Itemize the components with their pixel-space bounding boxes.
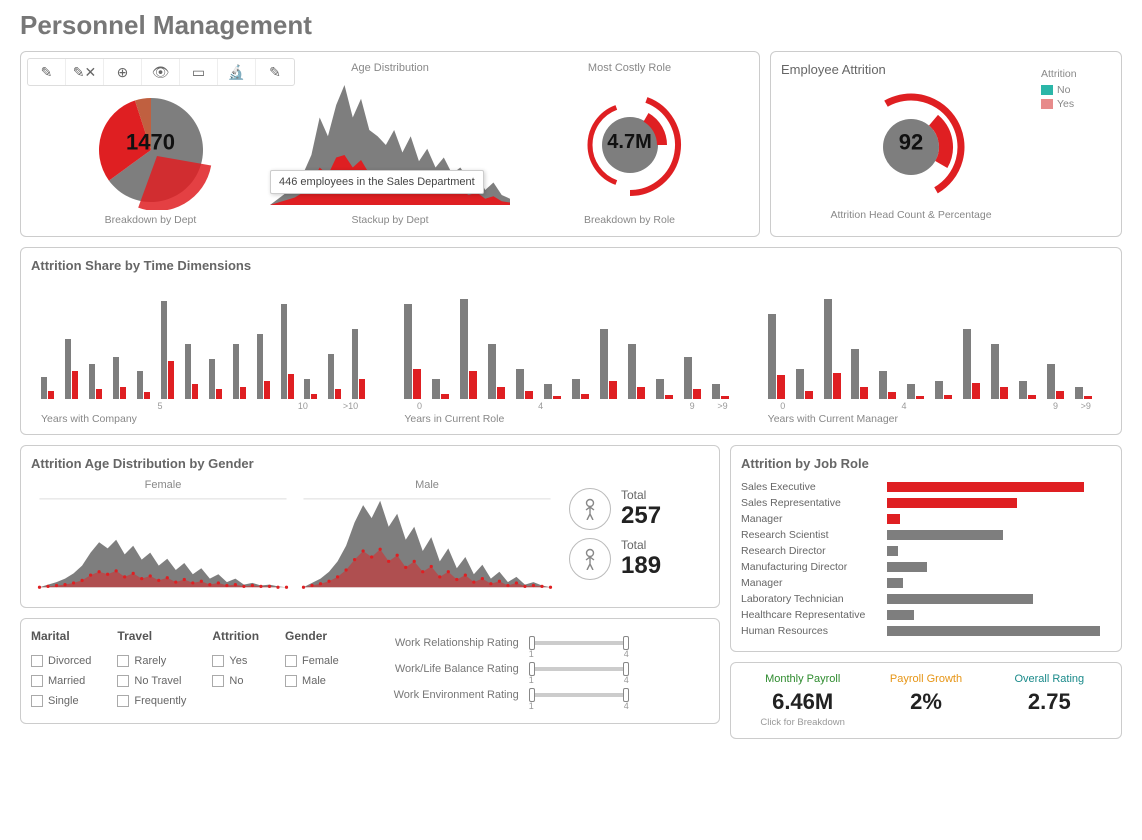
filter-option[interactable]: No Travel <box>117 675 186 687</box>
tool-btn-1[interactable]: ✎✕ <box>66 59 104 85</box>
filter-option[interactable]: Single <box>31 695 91 707</box>
jobrole-row[interactable]: Human Resources <box>741 625 1111 637</box>
checkbox-icon[interactable] <box>285 655 297 667</box>
rating-slider[interactable]: Work/Life Balance Rating14 <box>359 661 709 677</box>
filter-option[interactable]: Male <box>285 675 339 687</box>
filter-option[interactable]: Frequently <box>117 695 186 707</box>
tool-btn-4[interactable]: ▭ <box>180 59 218 85</box>
time-chart-label: Years in Current Role <box>404 413 737 425</box>
time-bar-chart[interactable] <box>41 289 374 399</box>
filter-option[interactable]: Yes <box>212 655 259 667</box>
male-area[interactable] <box>295 497 559 592</box>
time-chart-label: Years with Company <box>41 413 374 425</box>
jobrole-row[interactable]: Healthcare Representative <box>741 609 1111 621</box>
legend-item: No <box>1041 84 1111 96</box>
filter-header: Attrition <box>212 629 259 643</box>
stat-block[interactable]: Overall Rating2.75 <box>988 673 1111 728</box>
filter-option[interactable]: No <box>212 675 259 687</box>
costly-title: Most Costly Role <box>588 62 671 74</box>
filter-header: Gender <box>285 629 339 643</box>
filter-option[interactable]: Rarely <box>117 655 186 667</box>
male-label: Male <box>295 479 559 491</box>
legend-item: Yes <box>1041 98 1111 110</box>
tool-btn-5[interactable]: 🔬 <box>218 59 256 85</box>
stat-block[interactable]: Payroll Growth2% <box>864 673 987 728</box>
male-icon <box>569 488 611 530</box>
jobrole-row[interactable]: Manufacturing Director <box>741 561 1111 573</box>
filter-header: Marital <box>31 629 91 643</box>
attrition-subtitle: Attrition Head Count & Percentage <box>781 209 1041 221</box>
jobrole-row[interactable]: Laboratory Technician <box>741 593 1111 605</box>
tool-btn-0[interactable]: ✎ <box>28 59 66 85</box>
agegender-title: Attrition Age Distribution by Gender <box>31 456 709 471</box>
jobrole-row[interactable]: Sales Executive <box>741 481 1111 493</box>
jobrole-row[interactable]: Sales Representative <box>741 497 1111 509</box>
checkbox-icon[interactable] <box>31 695 43 707</box>
costly-subtitle: Breakdown by Role <box>584 214 675 226</box>
timedim-title: Attrition Share by Time Dimensions <box>31 258 1111 273</box>
checkbox-icon[interactable] <box>117 675 129 687</box>
filter-option[interactable]: Divorced <box>31 655 91 667</box>
time-bar-chart[interactable] <box>404 289 737 399</box>
chart-toolbar: ✎✎✕⊕👁▭🔬✎ <box>27 58 295 86</box>
checkbox-icon[interactable] <box>31 675 43 687</box>
gender-total: Total257 <box>569 488 709 530</box>
agedist-tooltip: 446 employees in the Sales Department <box>270 170 484 194</box>
filter-option[interactable]: Female <box>285 655 339 667</box>
checkbox-icon[interactable] <box>117 695 129 707</box>
checkbox-icon[interactable] <box>117 655 129 667</box>
rating-slider[interactable]: Work Environment Rating14 <box>359 687 709 703</box>
headcount-value: 1470 <box>126 129 175 155</box>
attrition-title: Employee Attrition <box>781 62 1041 77</box>
tool-btn-2[interactable]: ⊕ <box>104 59 142 85</box>
time-bar-chart[interactable] <box>768 289 1101 399</box>
filter-header: Travel <box>117 629 186 643</box>
female-label: Female <box>31 479 295 491</box>
agedist-subtitle: Stackup by Dept <box>351 214 428 226</box>
female-area[interactable] <box>31 497 295 592</box>
tool-btn-6[interactable]: ✎ <box>256 59 294 85</box>
tool-btn-3[interactable]: 👁 <box>142 59 180 85</box>
checkbox-icon[interactable] <box>212 655 224 667</box>
checkbox-icon[interactable] <box>31 655 43 667</box>
attrition-value: 92 <box>899 129 923 155</box>
jobrole-title: Attrition by Job Role <box>741 456 1111 471</box>
female-icon <box>569 538 611 580</box>
jobrole-row[interactable]: Research Director <box>741 545 1111 557</box>
page-title: Personnel Management <box>20 10 1122 41</box>
attrition-legend-title: Attrition <box>1041 68 1111 80</box>
checkbox-icon[interactable] <box>285 675 297 687</box>
gender-total: Total189 <box>569 538 709 580</box>
headcount-subtitle: Breakdown by Dept <box>105 214 197 226</box>
rating-slider[interactable]: Work Relationship Rating14 <box>359 635 709 651</box>
checkbox-icon[interactable] <box>212 675 224 687</box>
jobrole-row[interactable]: Manager <box>741 577 1111 589</box>
agedist-title: Age Distribution <box>351 62 429 74</box>
time-chart-label: Years with Current Manager <box>768 413 1101 425</box>
jobrole-row[interactable]: Manager <box>741 513 1111 525</box>
costly-value: 4.7M <box>607 131 651 154</box>
filter-option[interactable]: Married <box>31 675 91 687</box>
jobrole-row[interactable]: Research Scientist <box>741 529 1111 541</box>
stat-block[interactable]: Monthly Payroll6.46MClick for Breakdown <box>741 673 864 728</box>
